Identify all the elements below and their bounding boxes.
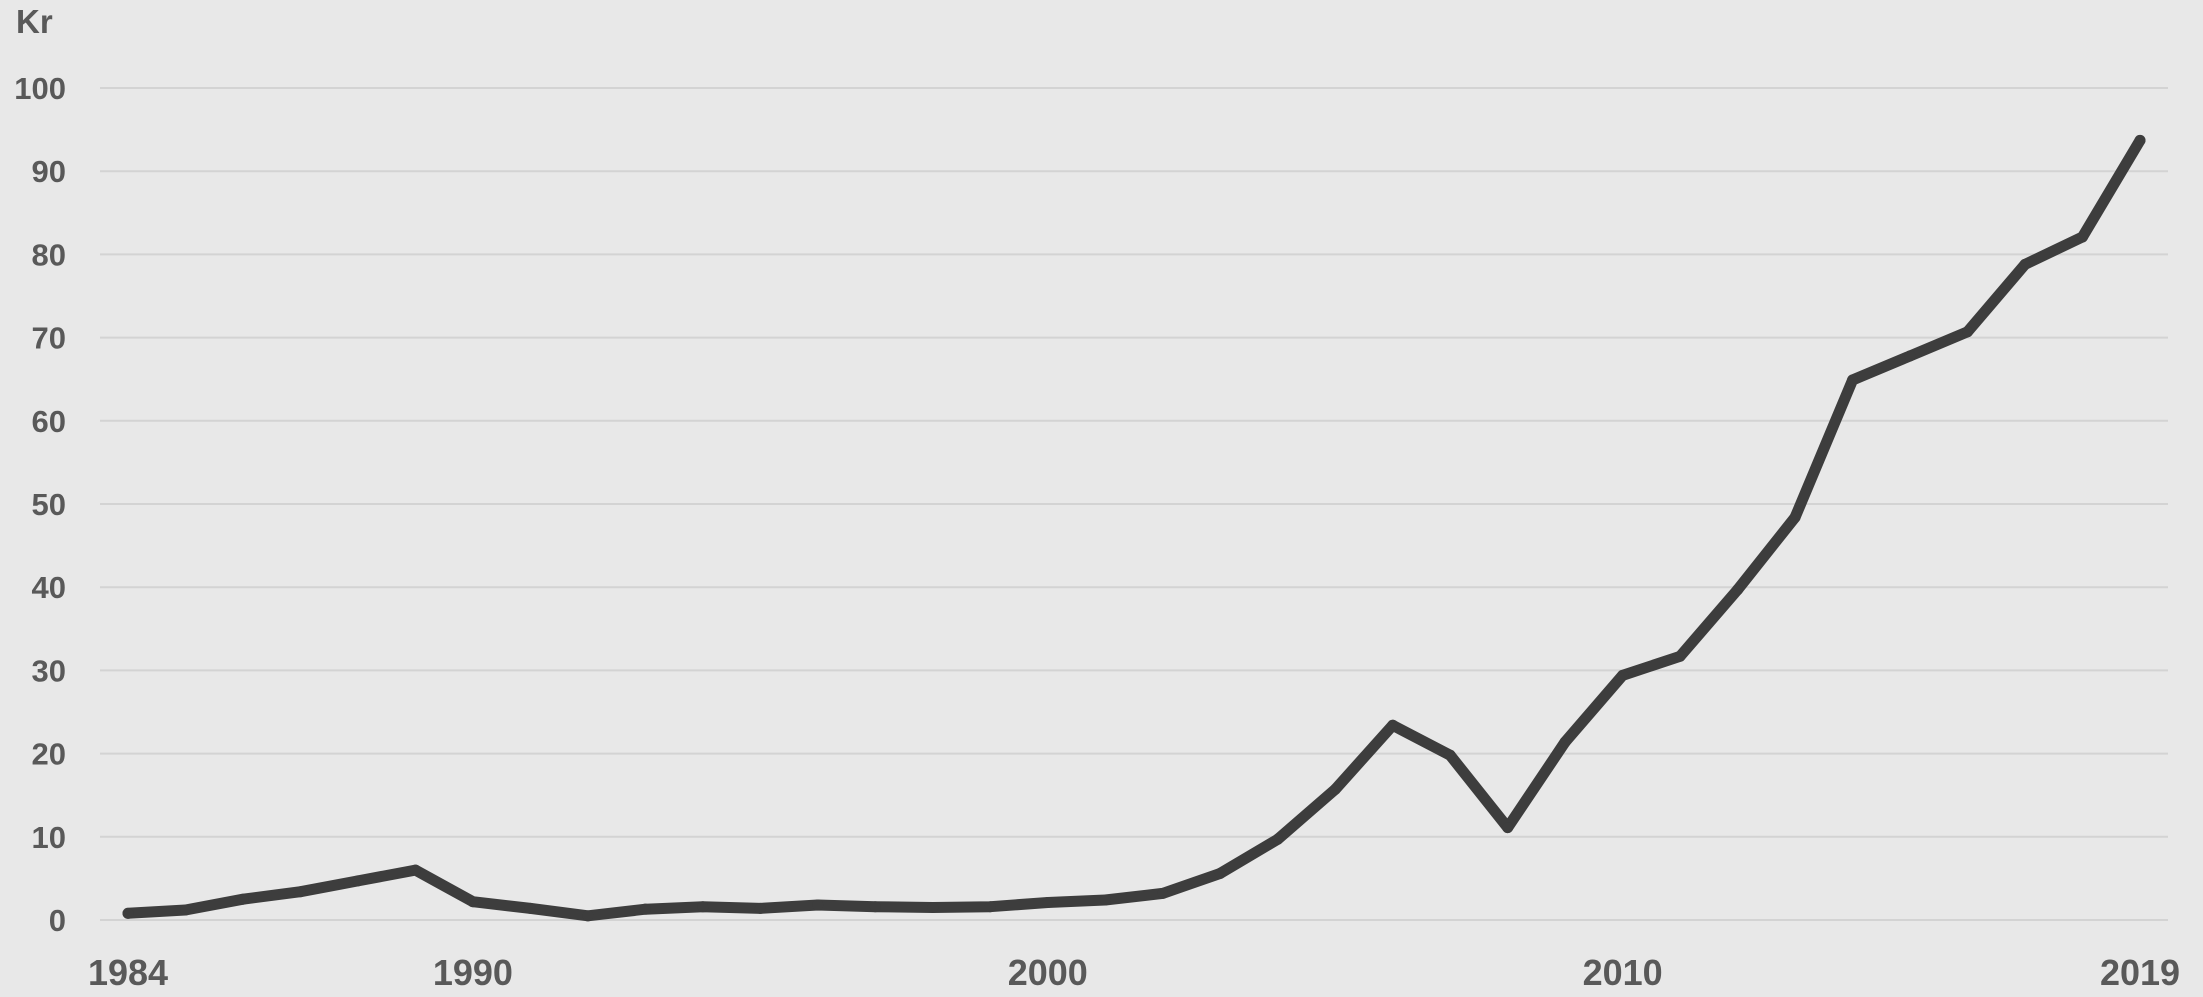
x-tick-label-1984: 1984 — [88, 952, 168, 992]
data-point-2008 — [1502, 822, 1514, 834]
data-point-2014 — [1847, 374, 1859, 386]
data-point-2010 — [1617, 669, 1629, 681]
data-point-1996 — [812, 899, 824, 911]
data-point-1994 — [697, 901, 709, 913]
y-tick-label-40: 40 — [32, 570, 66, 605]
data-point-1991 — [524, 902, 536, 914]
x-tick-label-1990: 1990 — [433, 952, 513, 992]
data-point-1984 — [122, 907, 134, 919]
data-point-2000 — [1042, 897, 1054, 909]
x-tick-label-2000: 2000 — [1008, 952, 1088, 992]
data-point-2018 — [2077, 231, 2089, 243]
data-point-2005 — [1329, 783, 1341, 795]
data-point-1995 — [754, 902, 766, 914]
data-point-1986 — [237, 893, 249, 905]
data-point-1998 — [927, 902, 939, 914]
data-point-2002 — [1157, 887, 1169, 899]
data-point-1999 — [984, 901, 996, 913]
data-point-2004 — [1272, 833, 1284, 845]
data-point-1988 — [352, 875, 364, 887]
y-tick-label-70: 70 — [32, 321, 66, 356]
data-point-2007 — [1444, 749, 1456, 761]
data-point-1990 — [467, 896, 479, 908]
y-axis-tick-labels: 0 10 20 30 40 50 60 70 80 90 100 — [14, 71, 66, 938]
data-point-2015 — [1904, 350, 1916, 362]
data-point-1993 — [639, 903, 651, 915]
y-tick-label-100: 100 — [14, 71, 66, 106]
data-point-1992 — [582, 910, 594, 922]
data-point-1997 — [869, 901, 881, 913]
y-tick-label-10: 10 — [32, 820, 66, 855]
data-point-2016 — [1962, 326, 1974, 338]
data-point-2012 — [1732, 584, 1744, 596]
y-tick-label-0: 0 — [49, 903, 66, 938]
data-point-2006 — [1387, 719, 1399, 731]
y-axis-unit-label: Kr — [16, 3, 53, 40]
data-point-2003 — [1214, 867, 1226, 879]
y-tick-label-90: 90 — [32, 154, 66, 189]
x-tick-label-2019: 2019 — [2100, 952, 2180, 992]
series-line-0 — [122, 134, 2146, 922]
data-point-1987 — [294, 886, 306, 898]
data-point-2013 — [1789, 511, 1801, 523]
y-tick-label-50: 50 — [32, 487, 66, 522]
x-axis-tick-labels: 1984 1990 2000 2010 2019 — [88, 952, 2180, 993]
data-point-2017 — [2019, 258, 2031, 270]
data-point-2019 — [2134, 134, 2146, 146]
y-tick-label-80: 80 — [32, 237, 66, 272]
y-tick-label-20: 20 — [32, 737, 66, 772]
data-point-1989 — [409, 864, 421, 876]
data-point-1985 — [179, 904, 191, 916]
y-tick-label-30: 30 — [32, 653, 66, 688]
y-tick-label-60: 60 — [32, 404, 66, 439]
gridlines — [100, 87, 2168, 921]
x-tick-label-2010: 2010 — [1583, 952, 1663, 992]
data-point-2011 — [1674, 650, 1686, 662]
series-layer — [122, 134, 2146, 922]
data-point-2001 — [1099, 894, 1111, 906]
data-point-2009 — [1559, 736, 1571, 748]
